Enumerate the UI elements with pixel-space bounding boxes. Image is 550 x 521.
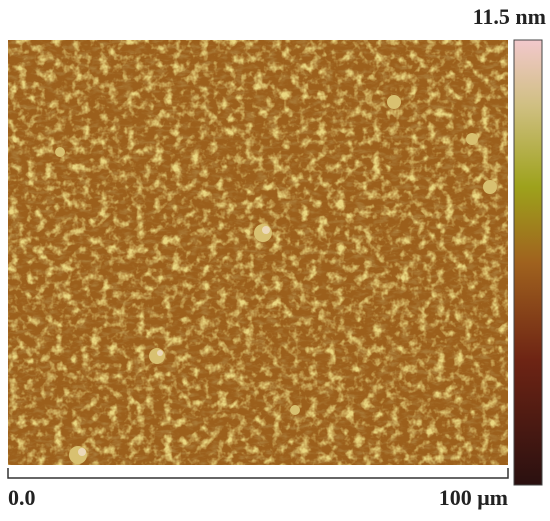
afm-image: [8, 40, 508, 465]
colorbar: [513, 39, 543, 486]
scale-bar: [7, 468, 509, 479]
scale-end-label: 100 μm: [439, 485, 508, 510]
colorbar-max-label: 11.5 nm: [473, 4, 546, 29]
scale-start-label: 0.0: [8, 485, 36, 510]
